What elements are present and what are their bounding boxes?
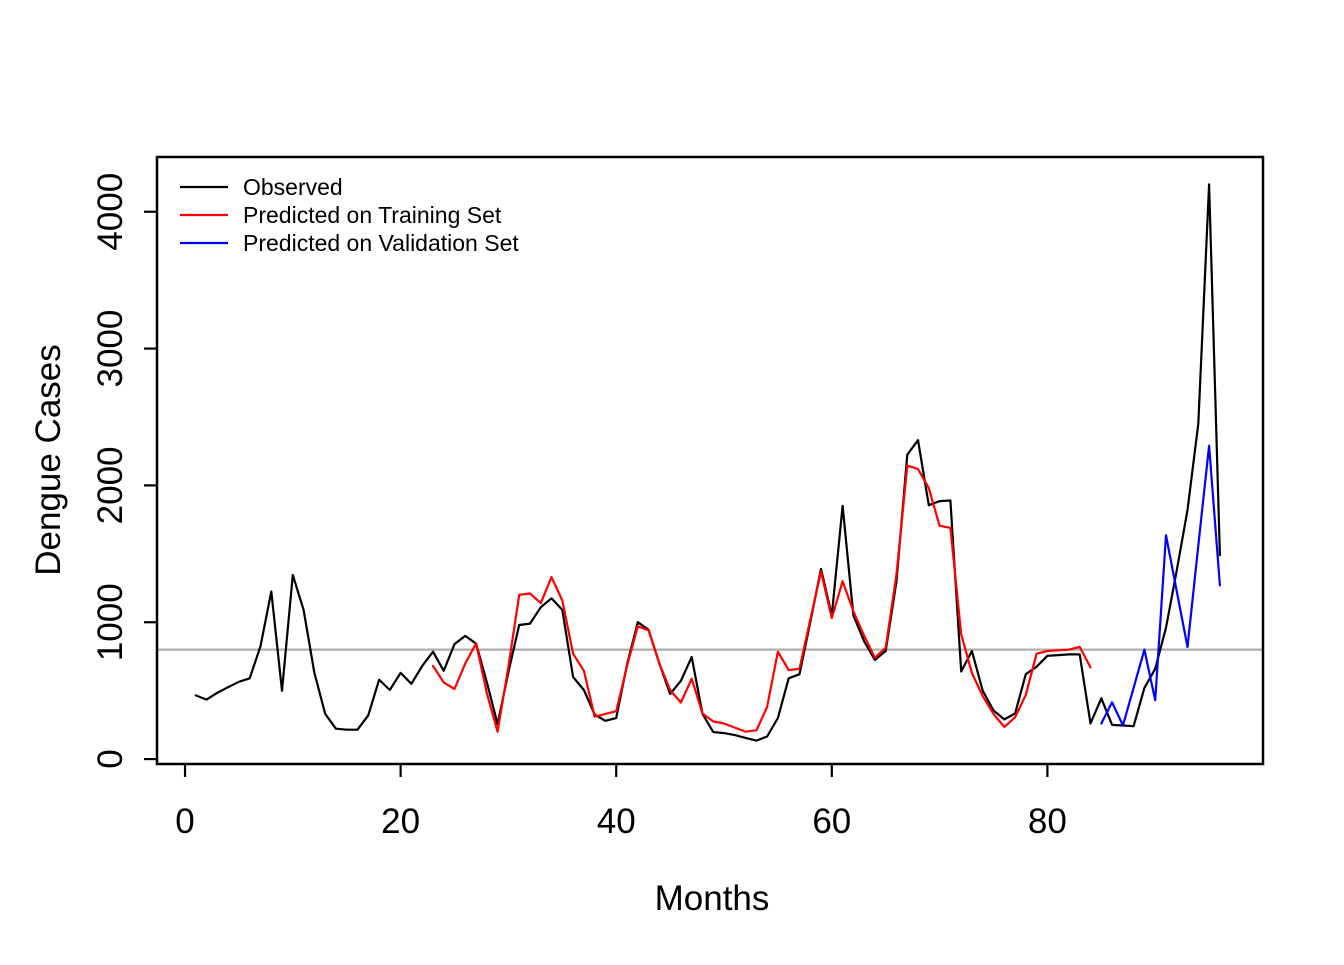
y-tick-label: 3000 xyxy=(91,310,130,388)
legend-label-observed: Observed xyxy=(243,174,343,200)
series-line-predicted-on-training-set xyxy=(431,464,1092,733)
plot-area: 0 20 40 60 80 0 1000 2000 3000 4000 xyxy=(91,173,1263,841)
series-line-observed xyxy=(194,183,1222,742)
legend-label-validation: Predicted on Validation Set xyxy=(243,230,519,256)
x-tick-label: 40 xyxy=(597,802,636,841)
y-tick-label: 0 xyxy=(91,749,130,768)
y-tick-label: 1000 xyxy=(91,583,130,661)
x-tick-label: 20 xyxy=(381,802,420,841)
plot-border xyxy=(155,155,1265,766)
y-tick-label: 2000 xyxy=(91,446,130,524)
x-tick-label: 60 xyxy=(812,802,851,841)
y-tick-label: 4000 xyxy=(91,173,130,251)
x-tick-label: 0 xyxy=(175,802,194,841)
legend-label-training: Predicted on Training Set xyxy=(243,202,502,228)
series-line-predicted-on-validation-set xyxy=(1100,444,1222,727)
y-axis-title: Dengue Cases xyxy=(29,344,68,576)
x-tick-label: 80 xyxy=(1028,802,1067,841)
x-axis-title: Months xyxy=(655,879,770,918)
legend: Observed Predicted on Training Set Predi… xyxy=(180,174,519,256)
